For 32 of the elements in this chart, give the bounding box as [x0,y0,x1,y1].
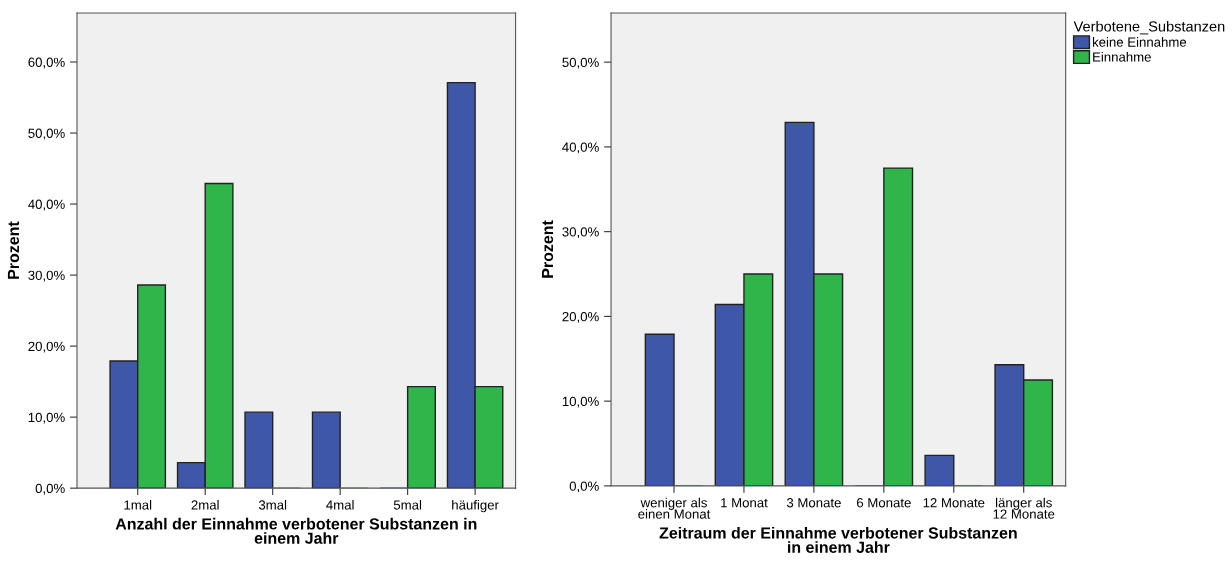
x-axis-title: Anzahl der Einnahme verbotener Substanzen in einem Jahr [115,517,477,544]
x-axis-title: Zeitraum der Einnahme verbotener Substanzen in einem Jahr [659,526,1017,553]
y-tick-label: 0,0% [35,483,65,495]
x-tick-label: 1mal [124,499,152,510]
y-tick-label: 50,0% [562,57,599,69]
legend-label: keine Einnahme [1092,37,1187,47]
x-tick-label: 6 Monate [857,498,911,508]
x-tick-label: 2mal [191,499,219,510]
x-tick-label: 3mal [258,499,287,510]
x-tick-label: 12 Monate [923,498,985,508]
y-tick-label: 40,0% [28,199,65,211]
x-tick-label: 1 Monat [721,498,768,508]
y-tick-label: 60,0% [28,57,65,69]
legend-label: Einnahme [1093,51,1151,62]
y-tick-label: 20,0% [562,311,599,323]
y-tick-label: 0,0% [569,481,599,493]
y-tick-label: 50,0% [28,128,65,140]
x-tick-label: 3 Monate [786,498,841,508]
y-tick-label: 30,0% [562,227,599,239]
y-axis-title: Prozent [7,221,20,279]
x-tick-label: länger als 12 Monate [993,497,1055,519]
x-tick-label: weniger als einen Monat [638,497,711,519]
x-tick-label: 4mal [326,499,354,510]
y-tick-label: 10,0% [562,396,599,408]
x-tick-label: häufiger [452,499,499,513]
y-axis-title: Prozent [542,220,554,278]
y-tick-label: 20,0% [28,341,65,353]
y-tick-label: 30,0% [28,270,65,282]
y-tick-label: 10,0% [28,412,65,424]
x-tick-label: 5mal [393,499,422,510]
legend-title: Verbotene_Substanzen [1073,20,1225,35]
y-tick-label: 40,0% [562,142,599,154]
